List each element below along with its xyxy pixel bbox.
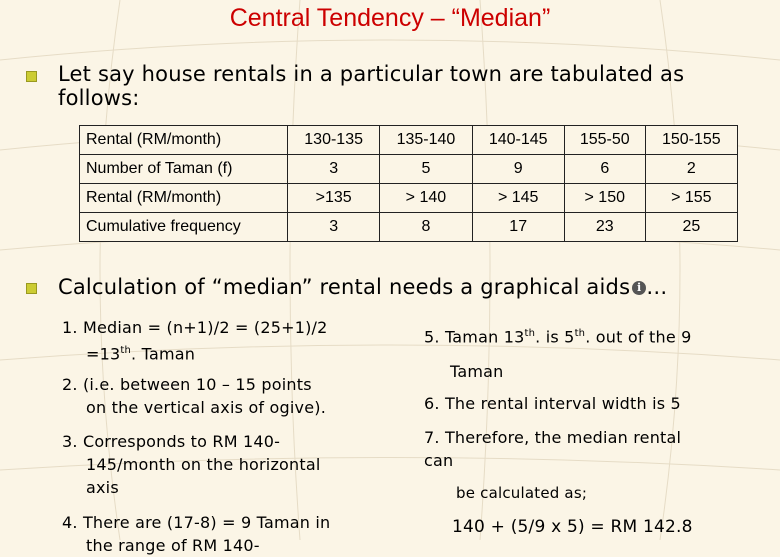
step-1-ordinal: th	[120, 345, 132, 356]
slide: Central Tendency – “Median” Let say hous…	[26, 4, 774, 555]
table-cell: Rental (RM/month)	[79, 125, 288, 155]
step-1: 1. Median = (n+1)/2 = (25+1)/2 =13th. Ta…	[62, 316, 402, 365]
step-7-line-3: be calculated as;	[456, 484, 588, 502]
step-5: 5. Taman 13th. is 5th. out of the 9 Tama…	[424, 322, 774, 383]
table-cell: 17	[471, 212, 565, 242]
step-2-line-1: 2. (i.e. between 10 – 15 points	[62, 375, 312, 394]
table-row: Rental (RM/month) >135 > 140 > 145 > 150…	[79, 183, 739, 213]
table-cell: 5	[379, 154, 473, 184]
step-2-line-2: on the vertical axis of ogive).	[86, 398, 326, 417]
table-row: Rental (RM/month) 130-135 135-140 140-14…	[79, 125, 739, 155]
bullet-calculation: Calculation of “median” rental needs a g…	[58, 275, 758, 299]
table-cell: 150-155	[644, 125, 739, 155]
step-5-ordinal-1: th	[524, 328, 536, 339]
bullet-intro: Let say house rentals in a particular to…	[58, 62, 685, 110]
table-cell: 2	[644, 154, 739, 184]
step-6: 6. The rental interval width is 5	[424, 394, 681, 413]
step-1-median-value: =13	[86, 344, 121, 364]
table-cell: > 155	[644, 183, 739, 213]
bullet-calculation-text: Calculation of “median” rental needs a g…	[58, 275, 631, 299]
step-2: 2. (i.e. between 10 – 15 points on the v…	[62, 373, 402, 419]
step-3-line-3: axis	[86, 478, 119, 497]
table-cell: 8	[379, 212, 473, 242]
table-cell: Cumulative frequency	[79, 212, 288, 242]
table-cell: 6	[563, 154, 646, 184]
info-icon[interactable]: i	[632, 281, 647, 295]
step-3-line-1: 3. Corresponds to RM 140-	[62, 432, 281, 451]
table-cell: 25	[644, 212, 739, 242]
step-5-line-2: Taman	[450, 362, 504, 382]
step-7: 7. Therefore, the median rental can be c…	[424, 426, 774, 505]
step-3-line-2: 145/month on the horizontal	[86, 455, 321, 474]
step-4: 4. There are (17-8) = 9 Taman in the ran…	[62, 511, 402, 557]
table-cell: 3	[286, 212, 381, 242]
step-1-line-1: 1. Median = (n+1)/2 = (25+1)/2	[62, 318, 328, 337]
table-cell: > 140	[379, 183, 473, 213]
table-cell: > 150	[563, 183, 646, 213]
table-row: Number of Taman (f) 3 5 9 6 2	[79, 154, 739, 184]
step-7-line-2: can	[424, 451, 454, 470]
step-5-taman: 5. Taman 13	[424, 327, 525, 347]
step-7-line-1: 7. Therefore, the median rental	[424, 428, 682, 447]
step-4-line-1: 4. There are (17-8) = 9 Taman in	[62, 513, 331, 532]
table-cell: 155-50	[563, 125, 646, 155]
step-4-line-2: the range of RM 140-	[86, 536, 260, 555]
step-1-line-2: =13th. Taman	[62, 339, 402, 365]
step-5-line-1: 5. Taman 13th. is 5th. out of the 9	[424, 322, 774, 348]
table-cell: > 145	[471, 183, 565, 213]
step-3: 3. Corresponds to RM 140- 145/month on t…	[62, 430, 402, 499]
step-5-ordinal-2: th	[574, 328, 586, 339]
rental-table: Rental (RM/month) 130-135 135-140 140-14…	[79, 125, 739, 242]
bullet-square-icon	[26, 283, 37, 294]
bullet-calculation-ellipsis: …	[646, 275, 668, 299]
slide-title: Central Tendency – “Median”	[229, 4, 551, 32]
step-5-middle: . is 5	[535, 327, 575, 347]
table-cell: 3	[286, 154, 381, 184]
table-cell: Rental (RM/month)	[79, 183, 288, 213]
table-cell: 9	[471, 154, 565, 184]
table-cell: 23	[563, 212, 646, 242]
table-row: Cumulative frequency 3 8 17 23 25	[79, 212, 739, 242]
table-cell: >135	[286, 183, 381, 213]
step-8-formula: 140 + (5/9 x 5) = RM 142.8	[452, 517, 693, 537]
bullet-square-icon	[26, 71, 37, 82]
table-cell: Number of Taman (f)	[79, 154, 288, 184]
step-5-suffix: . out of the 9	[585, 327, 692, 347]
table-cell: 130-135	[286, 125, 381, 155]
table-cell: 135-140	[379, 125, 473, 155]
step-1-suffix: . Taman	[131, 344, 196, 364]
table-cell: 140-145	[471, 125, 565, 155]
